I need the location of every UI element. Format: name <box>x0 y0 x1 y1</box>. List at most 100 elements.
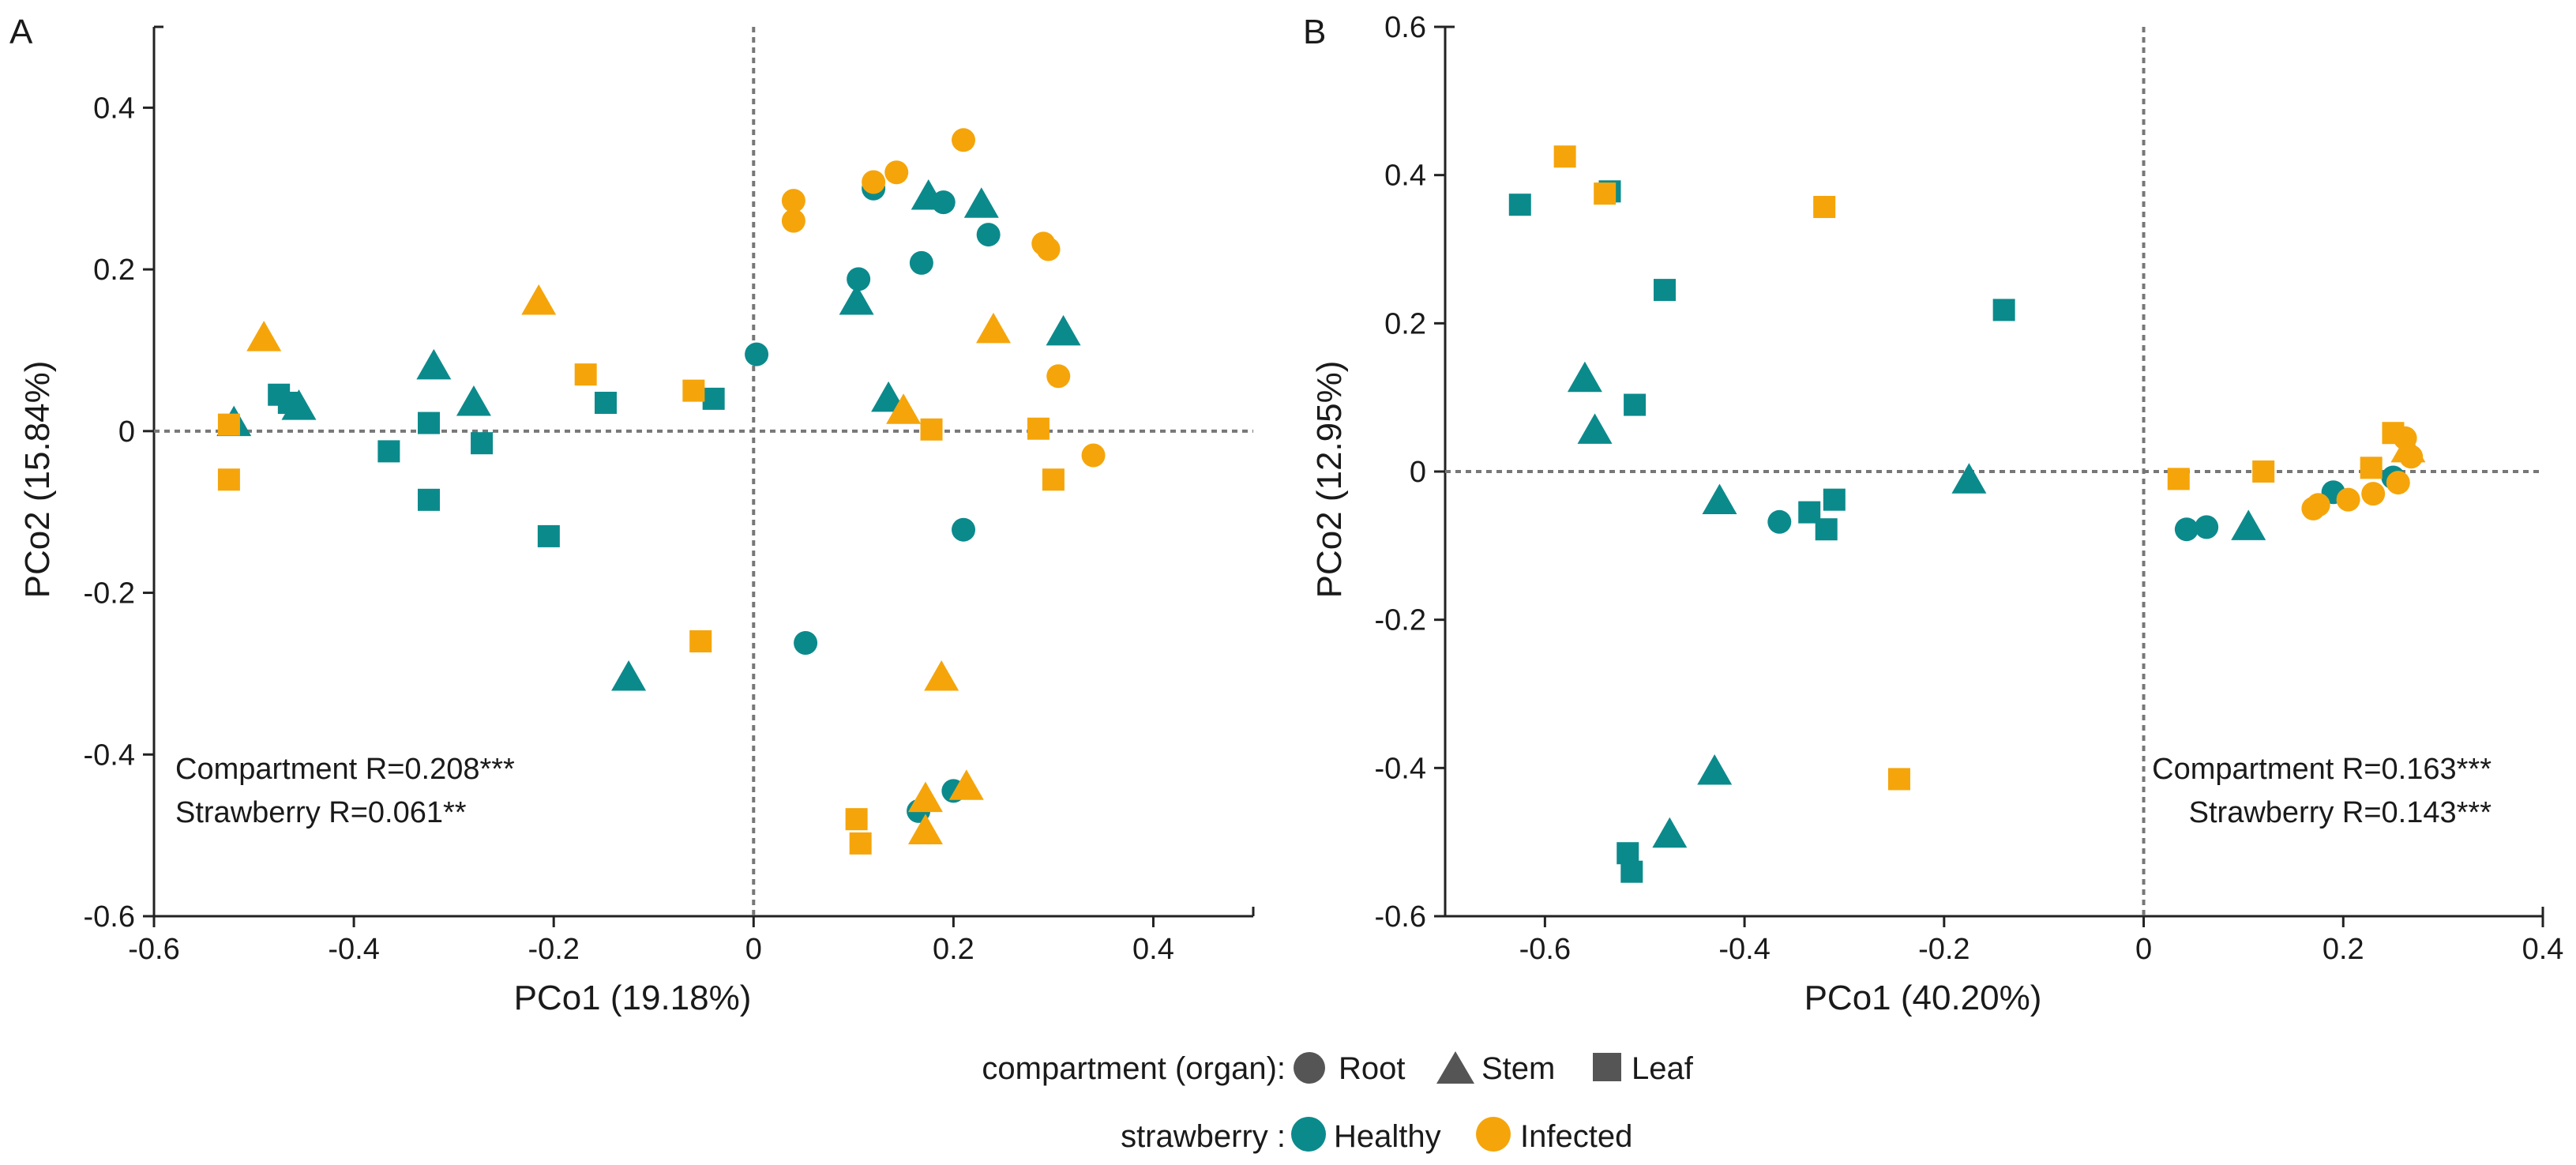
x-tick-label: 0 <box>745 933 762 966</box>
legend-root-circle-icon <box>1294 1052 1325 1084</box>
point-healthy-circle <box>952 517 976 542</box>
y-tick-label: -0.2 <box>84 577 135 611</box>
point-healthy-triangle <box>871 381 907 412</box>
legend-healthy-label: Healthy <box>1334 1119 1441 1154</box>
y-tick-label: -0.6 <box>1375 900 1426 934</box>
point-infected-square <box>845 808 868 831</box>
legend-strawberry-title: strawberry : <box>1121 1119 1286 1154</box>
point-infected-triangle <box>521 284 557 315</box>
legend: compartment (organ): Root Stem Leaf stra… <box>982 1051 1694 1154</box>
point-healthy-square <box>418 412 440 434</box>
point-infected-square <box>1027 417 1050 440</box>
point-infected-triangle <box>948 769 984 800</box>
y-axis-title: PCo2 (12.95%) <box>1310 361 1349 599</box>
point-infected-square <box>2360 457 2383 479</box>
panel-label: B <box>1303 13 1326 51</box>
x-tick-label: -0.2 <box>528 933 579 966</box>
point-healthy-square <box>471 432 494 455</box>
point-infected-circle <box>2399 445 2424 469</box>
point-infected-circle <box>1081 443 1106 468</box>
y-tick-label: -0.6 <box>84 900 135 934</box>
point-healthy-triangle <box>1577 413 1613 444</box>
point-infected-circle <box>884 160 909 185</box>
point-healthy-circle <box>976 223 1001 247</box>
point-healthy-square <box>1508 194 1531 216</box>
x-tick-label: -0.6 <box>1519 933 1571 966</box>
point-healthy-square <box>702 387 725 410</box>
x-tick-label: 0.2 <box>2323 933 2364 966</box>
y-tick-label: -0.2 <box>1375 604 1426 637</box>
point-infected-square <box>849 832 872 855</box>
stat-annotation: Compartment R=0.208*** <box>175 753 515 786</box>
point-infected-square <box>1813 196 1836 219</box>
x-tick-label: -0.4 <box>328 933 379 966</box>
legend-leaf-square-icon <box>1593 1053 1621 1081</box>
point-healthy-triangle <box>839 284 874 315</box>
legend-infected-circle-icon <box>1476 1117 1511 1152</box>
point-healthy-triangle <box>1567 361 1602 393</box>
y-tick-label: 0.6 <box>1384 11 1426 44</box>
point-healthy-triangle <box>456 385 491 416</box>
x-tick-label: -0.4 <box>1718 933 1770 966</box>
point-infected-triangle <box>246 321 282 351</box>
y-tick-label: -0.4 <box>84 738 135 772</box>
point-healthy-circle <box>847 267 871 291</box>
legend-infected-label: Infected <box>1520 1119 1632 1154</box>
x-axis-title: PCo1 (19.18%) <box>514 979 752 1017</box>
point-infected-square <box>1553 145 1576 168</box>
point-healthy-square <box>1992 299 2015 321</box>
point-infected-circle <box>781 189 805 213</box>
point-healthy-circle <box>1767 509 1792 534</box>
point-healthy-square <box>1823 488 1846 511</box>
point-infected-circle <box>952 128 976 152</box>
x-tick-label: 0 <box>2135 933 2152 966</box>
point-infected-square <box>217 413 240 436</box>
legend-root-label: Root <box>1339 1051 1406 1086</box>
point-infected-square <box>689 629 712 652</box>
point-infected-triangle <box>907 814 943 845</box>
point-healthy-square <box>1620 860 1643 883</box>
point-healthy-triangle <box>416 348 452 380</box>
y-tick-label: -0.4 <box>1375 752 1426 785</box>
point-healthy-triangle <box>1046 314 1081 346</box>
panel-a: A -0.6 -0.4 -0.2 0 0.2 0.4 -0.6 -0.4 -0.2 0 0.2 0.4 P… <box>9 13 1255 1017</box>
point-healthy-triangle <box>611 660 647 691</box>
point-healthy-triangle <box>2231 509 2266 540</box>
point-infected-circle <box>1036 237 1061 261</box>
point-infected-square <box>682 379 705 402</box>
point-healthy-circle <box>745 342 769 366</box>
panel-label: A <box>9 13 33 51</box>
point-infected-circle <box>2386 471 2410 495</box>
x-tick-label: 0.4 <box>1132 933 1174 966</box>
point-infected-square <box>1887 768 1910 791</box>
point-infected-circle <box>2306 493 2330 517</box>
point-infected-triangle <box>886 393 922 424</box>
x-tick-label: -0.2 <box>1918 933 1970 966</box>
stat-annotation: Strawberry R=0.143*** <box>2189 796 2492 829</box>
point-infected-triangle <box>907 781 943 813</box>
point-infected-triangle <box>924 660 959 691</box>
x-axis-title: PCo1 (40.20%) <box>1804 979 2042 1017</box>
point-infected-circle <box>862 170 886 194</box>
point-healthy-square <box>418 488 440 511</box>
legend-healthy-circle-icon <box>1291 1117 1326 1152</box>
legend-stem-triangle-icon <box>1436 1051 1474 1084</box>
y-axis-title: PCo2 (15.84%) <box>18 361 57 599</box>
point-infected-square <box>1042 468 1065 491</box>
point-infected-circle <box>781 209 805 233</box>
point-infected-square <box>1594 182 1617 205</box>
y-tick-label: 0.2 <box>93 254 135 287</box>
y-tick-label: 0.4 <box>1384 160 1426 193</box>
y-tick-label: 0.4 <box>93 92 135 125</box>
point-healthy-triangle <box>281 389 317 420</box>
stat-annotation: Compartment R=0.163*** <box>2152 753 2492 786</box>
point-healthy-square <box>1654 279 1676 302</box>
point-healthy-square <box>377 440 400 463</box>
point-infected-circle <box>2361 482 2386 506</box>
point-infected-square <box>574 363 597 386</box>
point-infected-circle <box>2336 487 2360 512</box>
point-infected-square <box>920 418 943 441</box>
x-tick-label: 0.4 <box>2522 933 2564 966</box>
point-healthy-square <box>537 524 560 547</box>
